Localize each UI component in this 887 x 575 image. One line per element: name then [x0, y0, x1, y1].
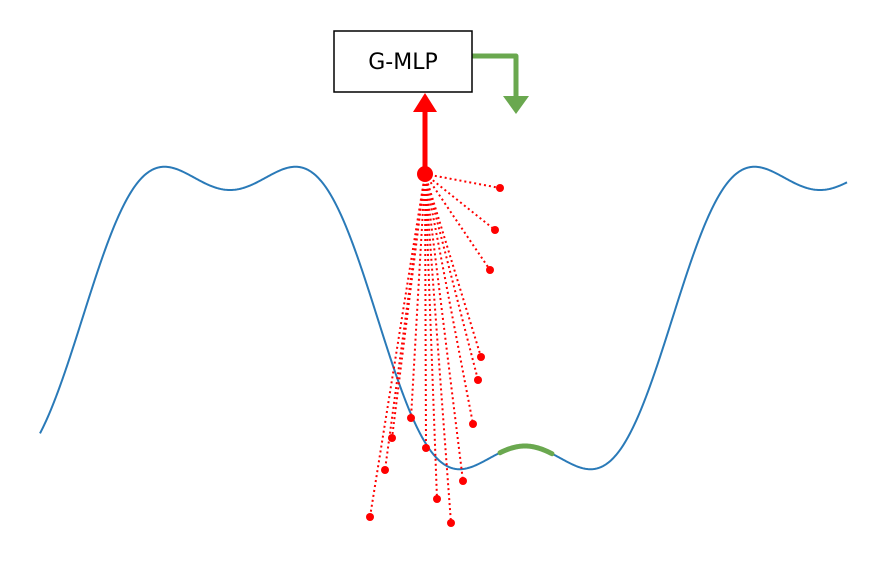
query-point: [417, 166, 433, 182]
sample-ray: [424, 173, 482, 358]
sample-ray: [424, 173, 491, 271]
sample-point: [447, 519, 455, 527]
g-mlp-label: G-MLP: [368, 50, 438, 75]
sample-point: [422, 444, 430, 452]
sample-ray: [391, 173, 426, 439]
sample-ray: [424, 173, 464, 482]
sample-ray: [424, 173, 427, 449]
g-mlp-box: [333, 30, 473, 93]
output-arrowhead-icon: [503, 96, 529, 114]
sample-ray: [410, 173, 426, 419]
sample-point: [366, 513, 374, 521]
sample-point: [496, 184, 504, 192]
sample-point: [474, 376, 482, 384]
output-connector-arrow: [472, 53, 519, 96]
sample-ray: [424, 173, 438, 500]
sample-rays: [369, 173, 501, 524]
sample-point: [388, 434, 396, 442]
input-arrowhead-icon: [413, 93, 437, 112]
sample-point: [477, 353, 485, 361]
predicted-segment: [497, 443, 555, 457]
sample-point: [469, 420, 477, 428]
sample-point: [491, 226, 499, 234]
function-curve: [39, 165, 848, 471]
sample-point: [433, 495, 441, 503]
sample-ray: [384, 173, 426, 471]
sample-ray: [424, 173, 474, 425]
sample-points: [366, 184, 504, 527]
sample-point: [486, 266, 494, 274]
sample-ray: [424, 173, 452, 524]
sample-point: [381, 466, 389, 474]
sample-ray: [424, 173, 496, 231]
sample-point: [407, 414, 415, 422]
sample-ray: [369, 173, 426, 518]
sample-ray: [424, 173, 479, 381]
sample-ray: [424, 173, 501, 189]
sample-point: [459, 477, 467, 485]
